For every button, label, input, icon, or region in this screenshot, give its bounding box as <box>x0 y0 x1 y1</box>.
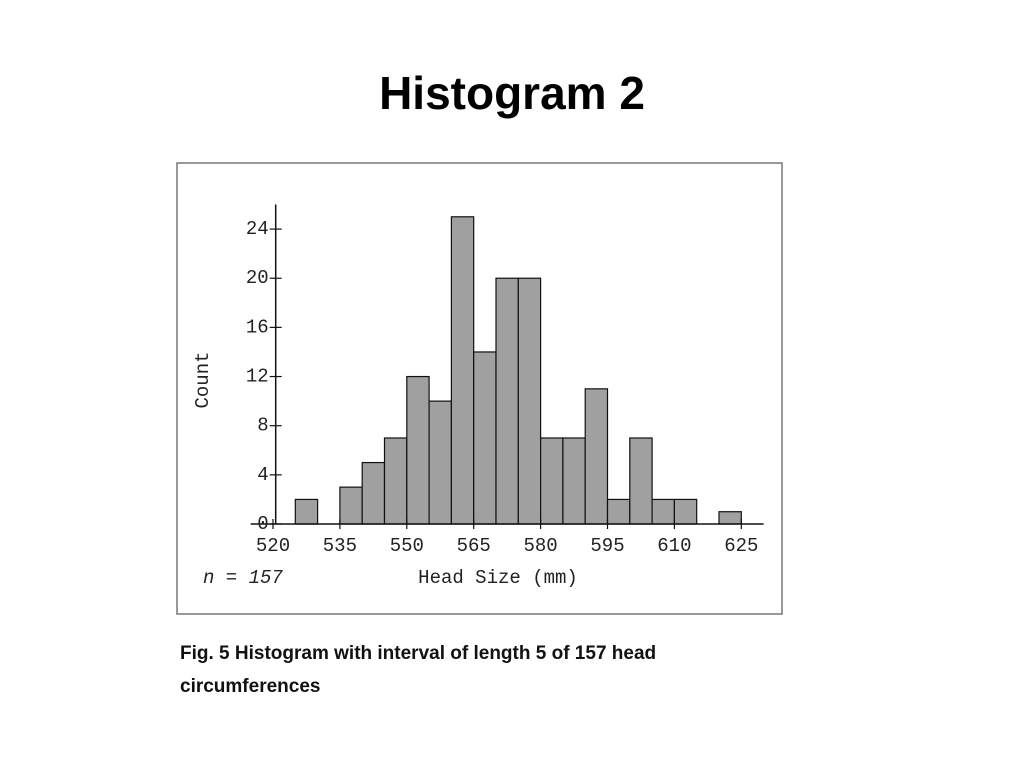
bar <box>383 437 408 525</box>
bar <box>406 375 430 525</box>
y-tick-label: 8 <box>257 415 268 437</box>
bar <box>584 388 609 525</box>
bar <box>651 498 675 525</box>
bar <box>718 511 742 525</box>
bar <box>361 461 386 525</box>
bar <box>539 437 564 525</box>
y-tick-label: 0 <box>257 513 268 535</box>
bar <box>428 400 453 525</box>
x-tick-label: 625 <box>724 535 758 557</box>
y-tick-label: 24 <box>246 218 269 240</box>
y-tick-label: 4 <box>257 464 268 486</box>
x-tick-label: 550 <box>390 535 424 557</box>
x-tick-label: 535 <box>323 535 357 557</box>
figure-frame <box>176 162 783 615</box>
bar <box>339 486 363 525</box>
bar <box>629 437 653 525</box>
x-tick-label: 520 <box>256 535 290 557</box>
y-tick-label: 16 <box>246 316 269 338</box>
bar <box>606 498 631 525</box>
bar <box>450 216 475 525</box>
y-tick-label: 12 <box>246 366 269 388</box>
bar <box>673 498 698 525</box>
x-axis-label: Head Size (mm) <box>418 567 578 589</box>
bar <box>495 277 519 525</box>
bar <box>517 277 542 525</box>
slide-title: Histogram 2 <box>379 67 645 119</box>
bar <box>562 437 586 525</box>
y-axis-label: Count <box>192 351 214 408</box>
x-tick-label: 565 <box>457 535 491 557</box>
x-tick-label: 580 <box>523 535 557 557</box>
x-tick-label: 595 <box>590 535 624 557</box>
annotation: n = 157 <box>203 567 283 589</box>
x-tick-label: 610 <box>657 535 691 557</box>
y-tick-label: 20 <box>246 267 269 289</box>
figure-caption: Fig. 5 Histogram with interval of length… <box>180 643 657 697</box>
bar <box>473 351 497 525</box>
bar <box>294 498 319 525</box>
